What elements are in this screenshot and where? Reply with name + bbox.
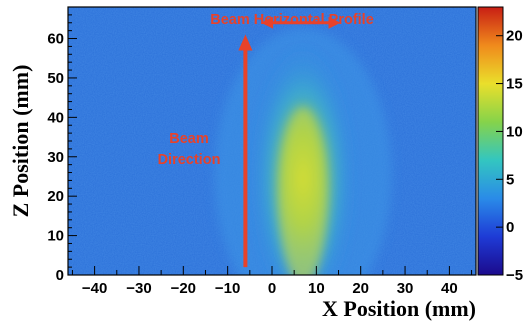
colorbar-tick-label: 20	[506, 28, 523, 45]
beam-peak-region	[278, 106, 328, 275]
x-tick-label: 40	[441, 280, 458, 297]
y-tick-label: 0	[56, 267, 64, 284]
colorbar-tick-label: 15	[506, 76, 523, 93]
x-tick-label: −10	[215, 280, 240, 297]
beam-direction-arrowhead	[238, 34, 253, 51]
annotation-layer: Beam Horizontal Profile Beam Direction	[158, 12, 374, 268]
colorbar-gradient	[477, 6, 504, 276]
colorbar-tick-label: 5	[506, 171, 514, 188]
colorbar: −5 0 5 10 15 20	[477, 6, 523, 284]
x-tick-label: 20	[352, 280, 369, 297]
colorbar-tick-label: 0	[506, 219, 514, 236]
y-tick-label: 40	[47, 109, 64, 126]
x-tick-label: 0	[268, 280, 276, 297]
y-tick-label: 20	[47, 188, 64, 205]
annotation-direction: Direction	[158, 152, 221, 168]
y-axis-title: Z Position (mm)	[8, 65, 33, 218]
profile-arrowhead-left	[261, 16, 274, 29]
x-tick-label: 10	[308, 280, 325, 297]
x-tick-label: −30	[126, 280, 151, 297]
y-axis: 0 10 20 30 40 50 60	[47, 14, 77, 284]
x-axis: −40 −30 −20 −10 0 10 20 30 40	[71, 266, 473, 297]
colorbar-tick-label: 10	[506, 123, 523, 140]
beam-intensity-band	[214, 28, 392, 275]
annotation-beam-horizontal-profile: Beam Horizontal Profile	[210, 12, 374, 28]
x-axis-title: X Position (mm)	[322, 296, 476, 321]
x-tick-label: −40	[82, 280, 107, 297]
colorbar-tick-label: −5	[506, 267, 523, 284]
profile-arrowhead-right	[328, 16, 341, 29]
x-tick-label: 30	[397, 280, 414, 297]
y-tick-label: 30	[47, 149, 64, 166]
y-tick-label: 10	[47, 228, 64, 245]
y-tick-label: 60	[47, 31, 64, 48]
x-tick-label: −20	[171, 280, 196, 297]
heatmap-plot-area	[68, 7, 476, 275]
y-tick-label: 50	[47, 70, 64, 87]
annotation-beam: Beam	[169, 131, 209, 147]
